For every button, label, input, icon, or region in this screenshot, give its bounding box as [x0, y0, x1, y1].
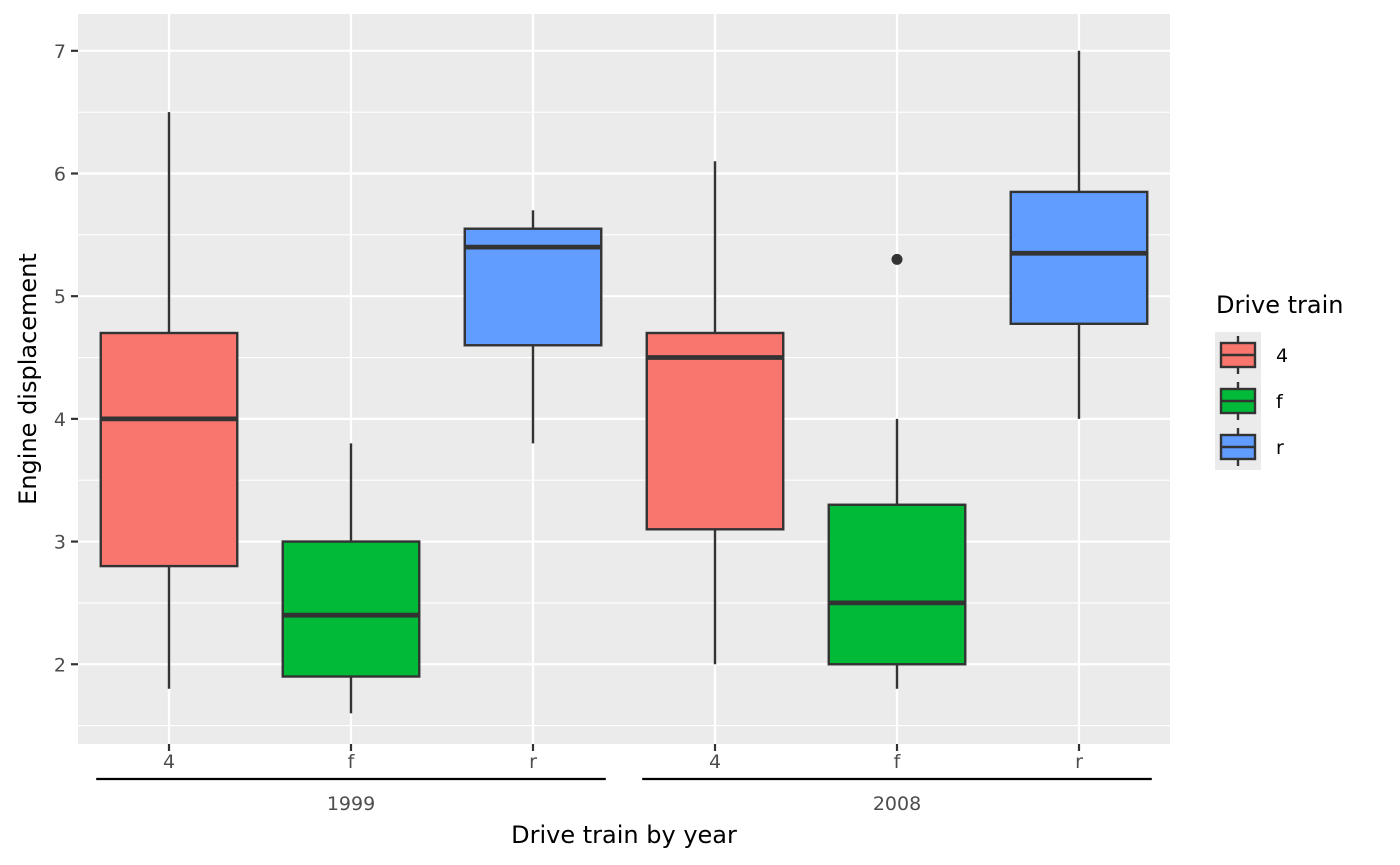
boxes: [99, 50, 1149, 714]
group-label: 1999: [327, 793, 375, 815]
box-2008-4: [645, 161, 785, 665]
legend-key-f: [1219, 382, 1257, 420]
legend-key-r: [1219, 428, 1257, 466]
legend-label: r: [1276, 437, 1284, 459]
x-tick-label: f: [894, 751, 902, 773]
box-1999-4: [99, 112, 239, 689]
y-tick-label: 6: [54, 163, 66, 185]
box-body: [99, 331, 239, 568]
group-label: 2008: [873, 793, 921, 815]
y-axis-title: Engine displacement: [14, 253, 42, 505]
box-2008-r: [1009, 50, 1149, 419]
legend: Drive train 4 f r: [1215, 291, 1343, 470]
box-2008-f: [827, 253, 967, 689]
x-axis-title: Drive train by year: [511, 821, 737, 849]
legend-label: f: [1276, 391, 1284, 413]
box-1999-r: [463, 210, 603, 444]
y-tick-label: 5: [54, 286, 66, 308]
x-axis: 4 f r 4 f r: [163, 744, 1083, 773]
x-tick-label: f: [348, 751, 356, 773]
y-tick-label: 3: [54, 532, 66, 554]
outlier-point: [891, 253, 903, 265]
legend-label: 4: [1276, 345, 1288, 367]
x-tick-label: 4: [709, 751, 721, 773]
y-tick-label: 7: [54, 41, 66, 63]
box-1999-f: [281, 443, 421, 714]
x-tick-label: 4: [163, 751, 175, 773]
box-body: [645, 331, 785, 531]
plot-panel: [78, 14, 1170, 744]
grid-minor: [78, 111, 1170, 727]
x-tick-label: r: [529, 751, 537, 773]
group-labels: 1999 2008: [96, 777, 1152, 815]
y-tick-label: 4: [54, 409, 66, 431]
x-tick-label: r: [1075, 751, 1083, 773]
legend-key-4: [1219, 336, 1257, 374]
legend-title: Drive train: [1216, 291, 1343, 319]
y-axis: 2 3 4 5 6 7: [54, 41, 78, 676]
box-body: [281, 540, 421, 678]
box-body: [1009, 190, 1149, 325]
box-body: [827, 503, 967, 666]
y-tick-label: 2: [54, 654, 66, 676]
